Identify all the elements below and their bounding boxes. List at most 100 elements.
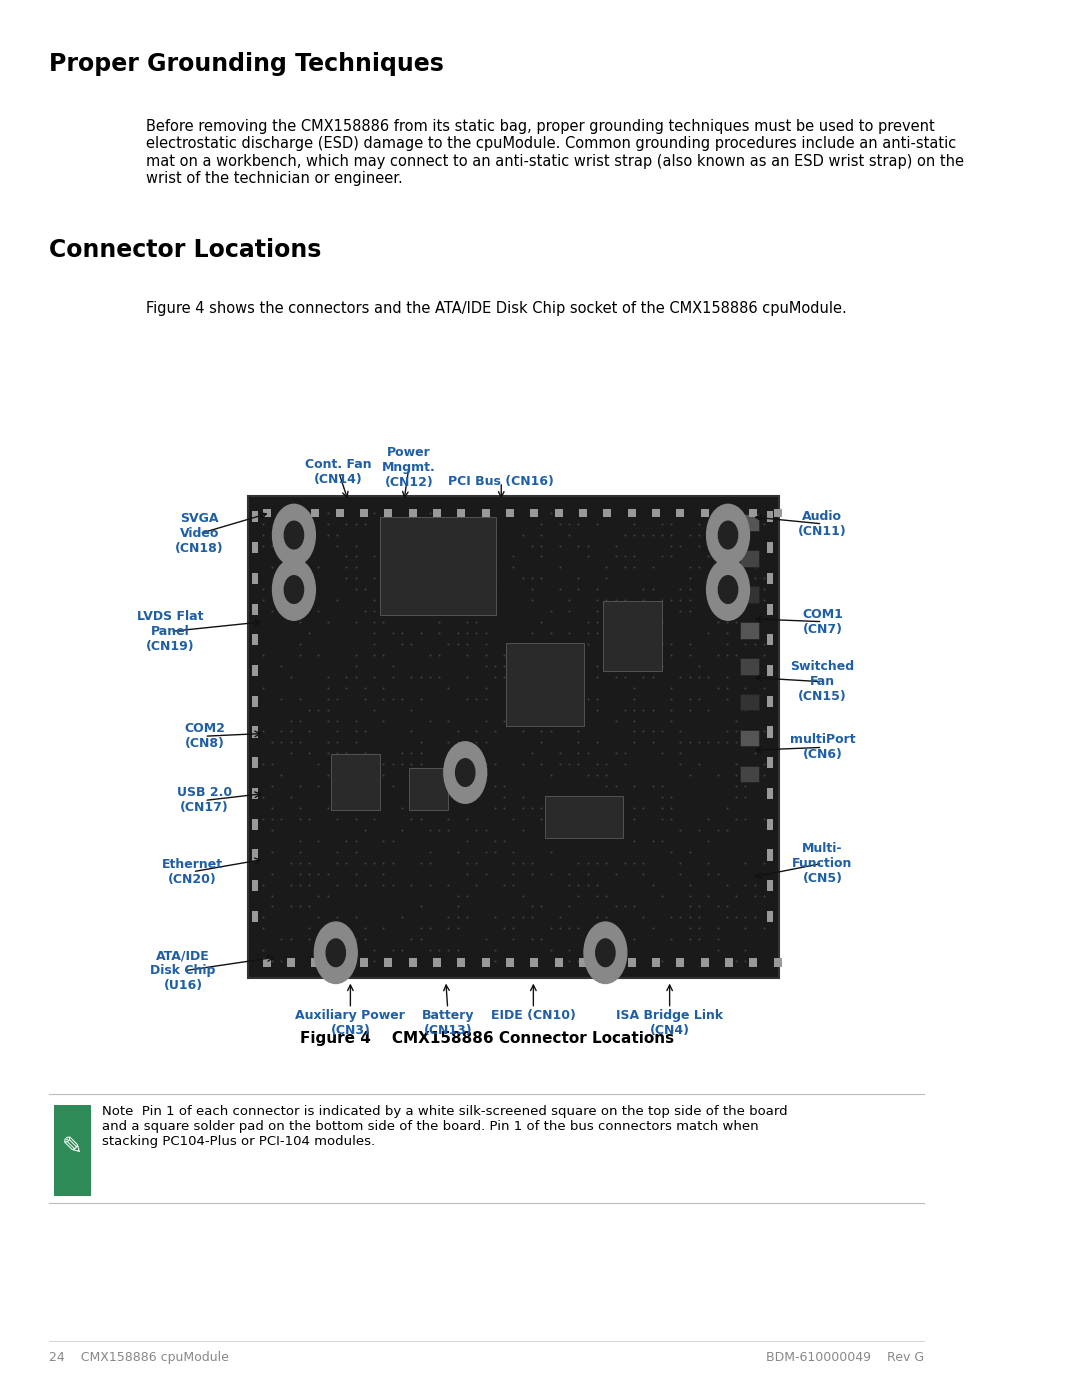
Circle shape	[596, 939, 615, 967]
Point	[728, 599, 745, 622]
Point	[681, 599, 699, 622]
Point	[328, 731, 346, 753]
Point	[440, 676, 457, 698]
Point	[755, 764, 772, 787]
Bar	[252, 542, 258, 553]
Point	[755, 644, 772, 666]
Point	[570, 534, 588, 556]
Point	[375, 764, 392, 787]
Point	[718, 578, 735, 601]
Point	[737, 513, 754, 535]
Circle shape	[444, 742, 487, 803]
Point	[672, 819, 689, 841]
Point	[356, 676, 374, 698]
Point	[347, 534, 364, 556]
Point	[411, 567, 429, 590]
Point	[431, 610, 448, 633]
Point	[570, 665, 588, 687]
Text: Multi-
Function
(CN5): Multi- Function (CN5)	[793, 842, 852, 884]
Point	[300, 918, 318, 940]
Bar	[767, 665, 773, 676]
Point	[477, 764, 495, 787]
Text: Switched
Fan
(CN15): Switched Fan (CN15)	[791, 661, 854, 703]
Point	[300, 513, 318, 535]
Point	[458, 852, 475, 875]
Point	[718, 950, 735, 972]
Point	[635, 590, 652, 612]
Point	[468, 687, 485, 710]
Point	[672, 742, 689, 764]
Point	[486, 907, 503, 929]
Text: ISA Bridge Link
(CN4): ISA Bridge Link (CN4)	[616, 1009, 724, 1037]
Point	[570, 567, 588, 590]
Point	[737, 655, 754, 678]
Bar	[311, 509, 320, 517]
Point	[347, 873, 364, 895]
Point	[755, 590, 772, 612]
Point	[718, 676, 735, 698]
Point	[561, 862, 578, 884]
Bar	[767, 542, 773, 553]
Point	[319, 950, 336, 972]
Circle shape	[584, 922, 626, 983]
Point	[653, 807, 671, 830]
Point	[672, 753, 689, 775]
Point	[579, 862, 596, 884]
Point	[532, 753, 550, 775]
Point	[338, 567, 355, 590]
Point	[477, 841, 495, 863]
Point	[597, 590, 615, 612]
Point	[672, 862, 689, 884]
Bar	[767, 573, 773, 584]
Bar	[287, 958, 295, 967]
Point	[514, 710, 531, 732]
Point	[644, 775, 661, 798]
Point	[625, 513, 643, 535]
Point	[662, 698, 679, 721]
Point	[662, 907, 679, 929]
Point	[589, 578, 606, 601]
Point	[365, 939, 382, 961]
Point	[347, 907, 364, 929]
Point	[477, 534, 495, 556]
Point	[375, 830, 392, 852]
Point	[449, 907, 467, 929]
Point	[589, 884, 606, 907]
Point	[708, 928, 726, 950]
Text: BDM-610000049    Rev G: BDM-610000049 Rev G	[767, 1351, 924, 1365]
Point	[504, 556, 522, 578]
Point	[411, 687, 429, 710]
Point	[264, 819, 281, 841]
Text: USB 2.0
(CN17): USB 2.0 (CN17)	[177, 787, 232, 814]
Point	[561, 644, 578, 666]
Point	[356, 950, 374, 972]
Point	[347, 731, 364, 753]
Point	[292, 807, 309, 830]
Point	[514, 907, 531, 929]
Bar	[252, 880, 258, 891]
Point	[700, 545, 717, 567]
Point	[551, 676, 568, 698]
Point	[300, 895, 318, 918]
Point	[662, 710, 679, 732]
Point	[421, 524, 438, 546]
Point	[365, 764, 382, 787]
Circle shape	[272, 559, 315, 620]
Point	[551, 513, 568, 535]
Point	[458, 665, 475, 687]
Point	[477, 644, 495, 666]
Point	[468, 545, 485, 567]
Circle shape	[272, 504, 315, 566]
Point	[356, 787, 374, 809]
Point	[375, 610, 392, 633]
Point	[718, 599, 735, 622]
Point	[625, 721, 643, 743]
Point	[468, 819, 485, 841]
Point	[617, 590, 634, 612]
Point	[635, 721, 652, 743]
Point	[254, 787, 271, 809]
Point	[617, 852, 634, 875]
Point	[273, 687, 291, 710]
Point	[690, 687, 707, 710]
Point	[607, 895, 624, 918]
